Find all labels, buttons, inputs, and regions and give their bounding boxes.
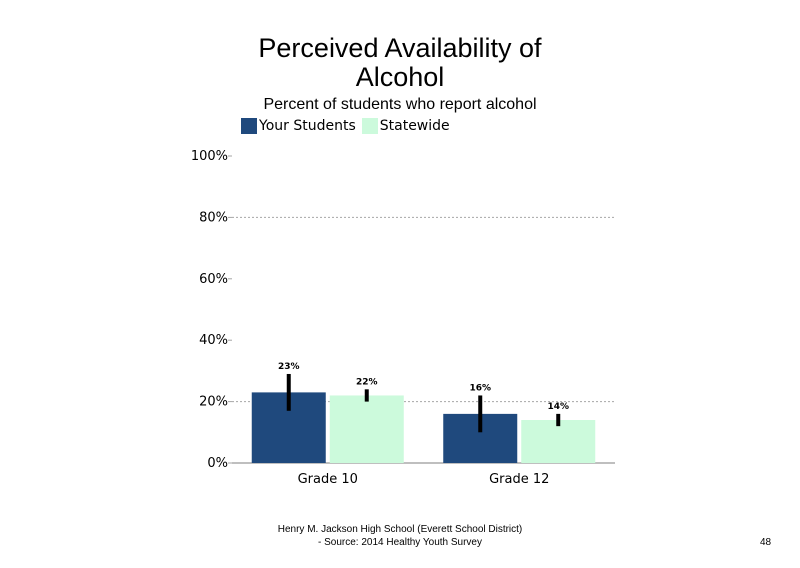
y-tick-label-100: 100% (191, 149, 228, 164)
footer-source: - Source: 2014 Healthy Youth Survey (318, 537, 482, 548)
chart-title-line-1: Perceived Availability of (258, 33, 542, 63)
legend-swatch-statewide (361, 118, 378, 134)
legend-label-statewide: Statewide (379, 118, 450, 134)
bar-statewide-grade-12 (521, 420, 596, 463)
x-category-label-grade-12: Grade 12 (489, 472, 549, 487)
y-tick-label-20: 20% (199, 395, 228, 410)
x-category-label-grade-10: Grade 10 (298, 472, 358, 487)
page-number: 48 (760, 537, 772, 548)
data-label-statewide-grade-12: 14% (547, 402, 569, 412)
footer: Henry M. Jackson High School (Everett Sc… (230, 523, 570, 549)
legend: Your Students Statewide (241, 118, 456, 134)
chart-title: Perceived Availability of Alcohol (0, 34, 800, 92)
y-tick-label-0: 0% (207, 456, 228, 471)
data-label-your-students-grade-12: 16% (469, 383, 491, 393)
y-tick-label-60: 60% (199, 272, 228, 287)
legend-label-your-students: Your Students (259, 118, 356, 134)
y-tick-label-40: 40% (199, 333, 228, 348)
footer-school: Henry M. Jackson High School (Everett Sc… (277, 524, 523, 535)
bar-statewide-grade-10 (329, 395, 404, 463)
legend-swatch-your-students (241, 118, 257, 134)
chart-subtitle: Percent of students who report alcohol (263, 96, 537, 113)
legend-item-statewide: Statewide (361, 118, 450, 134)
legend-item-your-students: Your Students (241, 118, 356, 134)
data-label-statewide-grade-10: 22% (356, 377, 378, 387)
y-tick-label-80: 80% (199, 210, 228, 225)
chart-title-line-2: Alcohol (355, 62, 445, 92)
data-label-your-students-grade-10: 23% (278, 362, 300, 372)
